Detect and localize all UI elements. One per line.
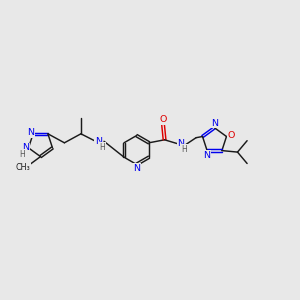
- Text: N: N: [22, 143, 30, 152]
- Text: N: N: [27, 128, 34, 137]
- Text: N: N: [212, 118, 219, 127]
- Text: H: H: [99, 143, 105, 152]
- Text: N: N: [177, 139, 184, 148]
- Text: O: O: [159, 115, 167, 124]
- Text: O: O: [228, 131, 235, 140]
- Text: N: N: [133, 164, 140, 173]
- Text: H: H: [19, 150, 25, 159]
- Text: N: N: [95, 136, 102, 146]
- Text: N: N: [203, 151, 210, 160]
- Text: H: H: [182, 145, 187, 154]
- Text: CH₃: CH₃: [15, 163, 30, 172]
